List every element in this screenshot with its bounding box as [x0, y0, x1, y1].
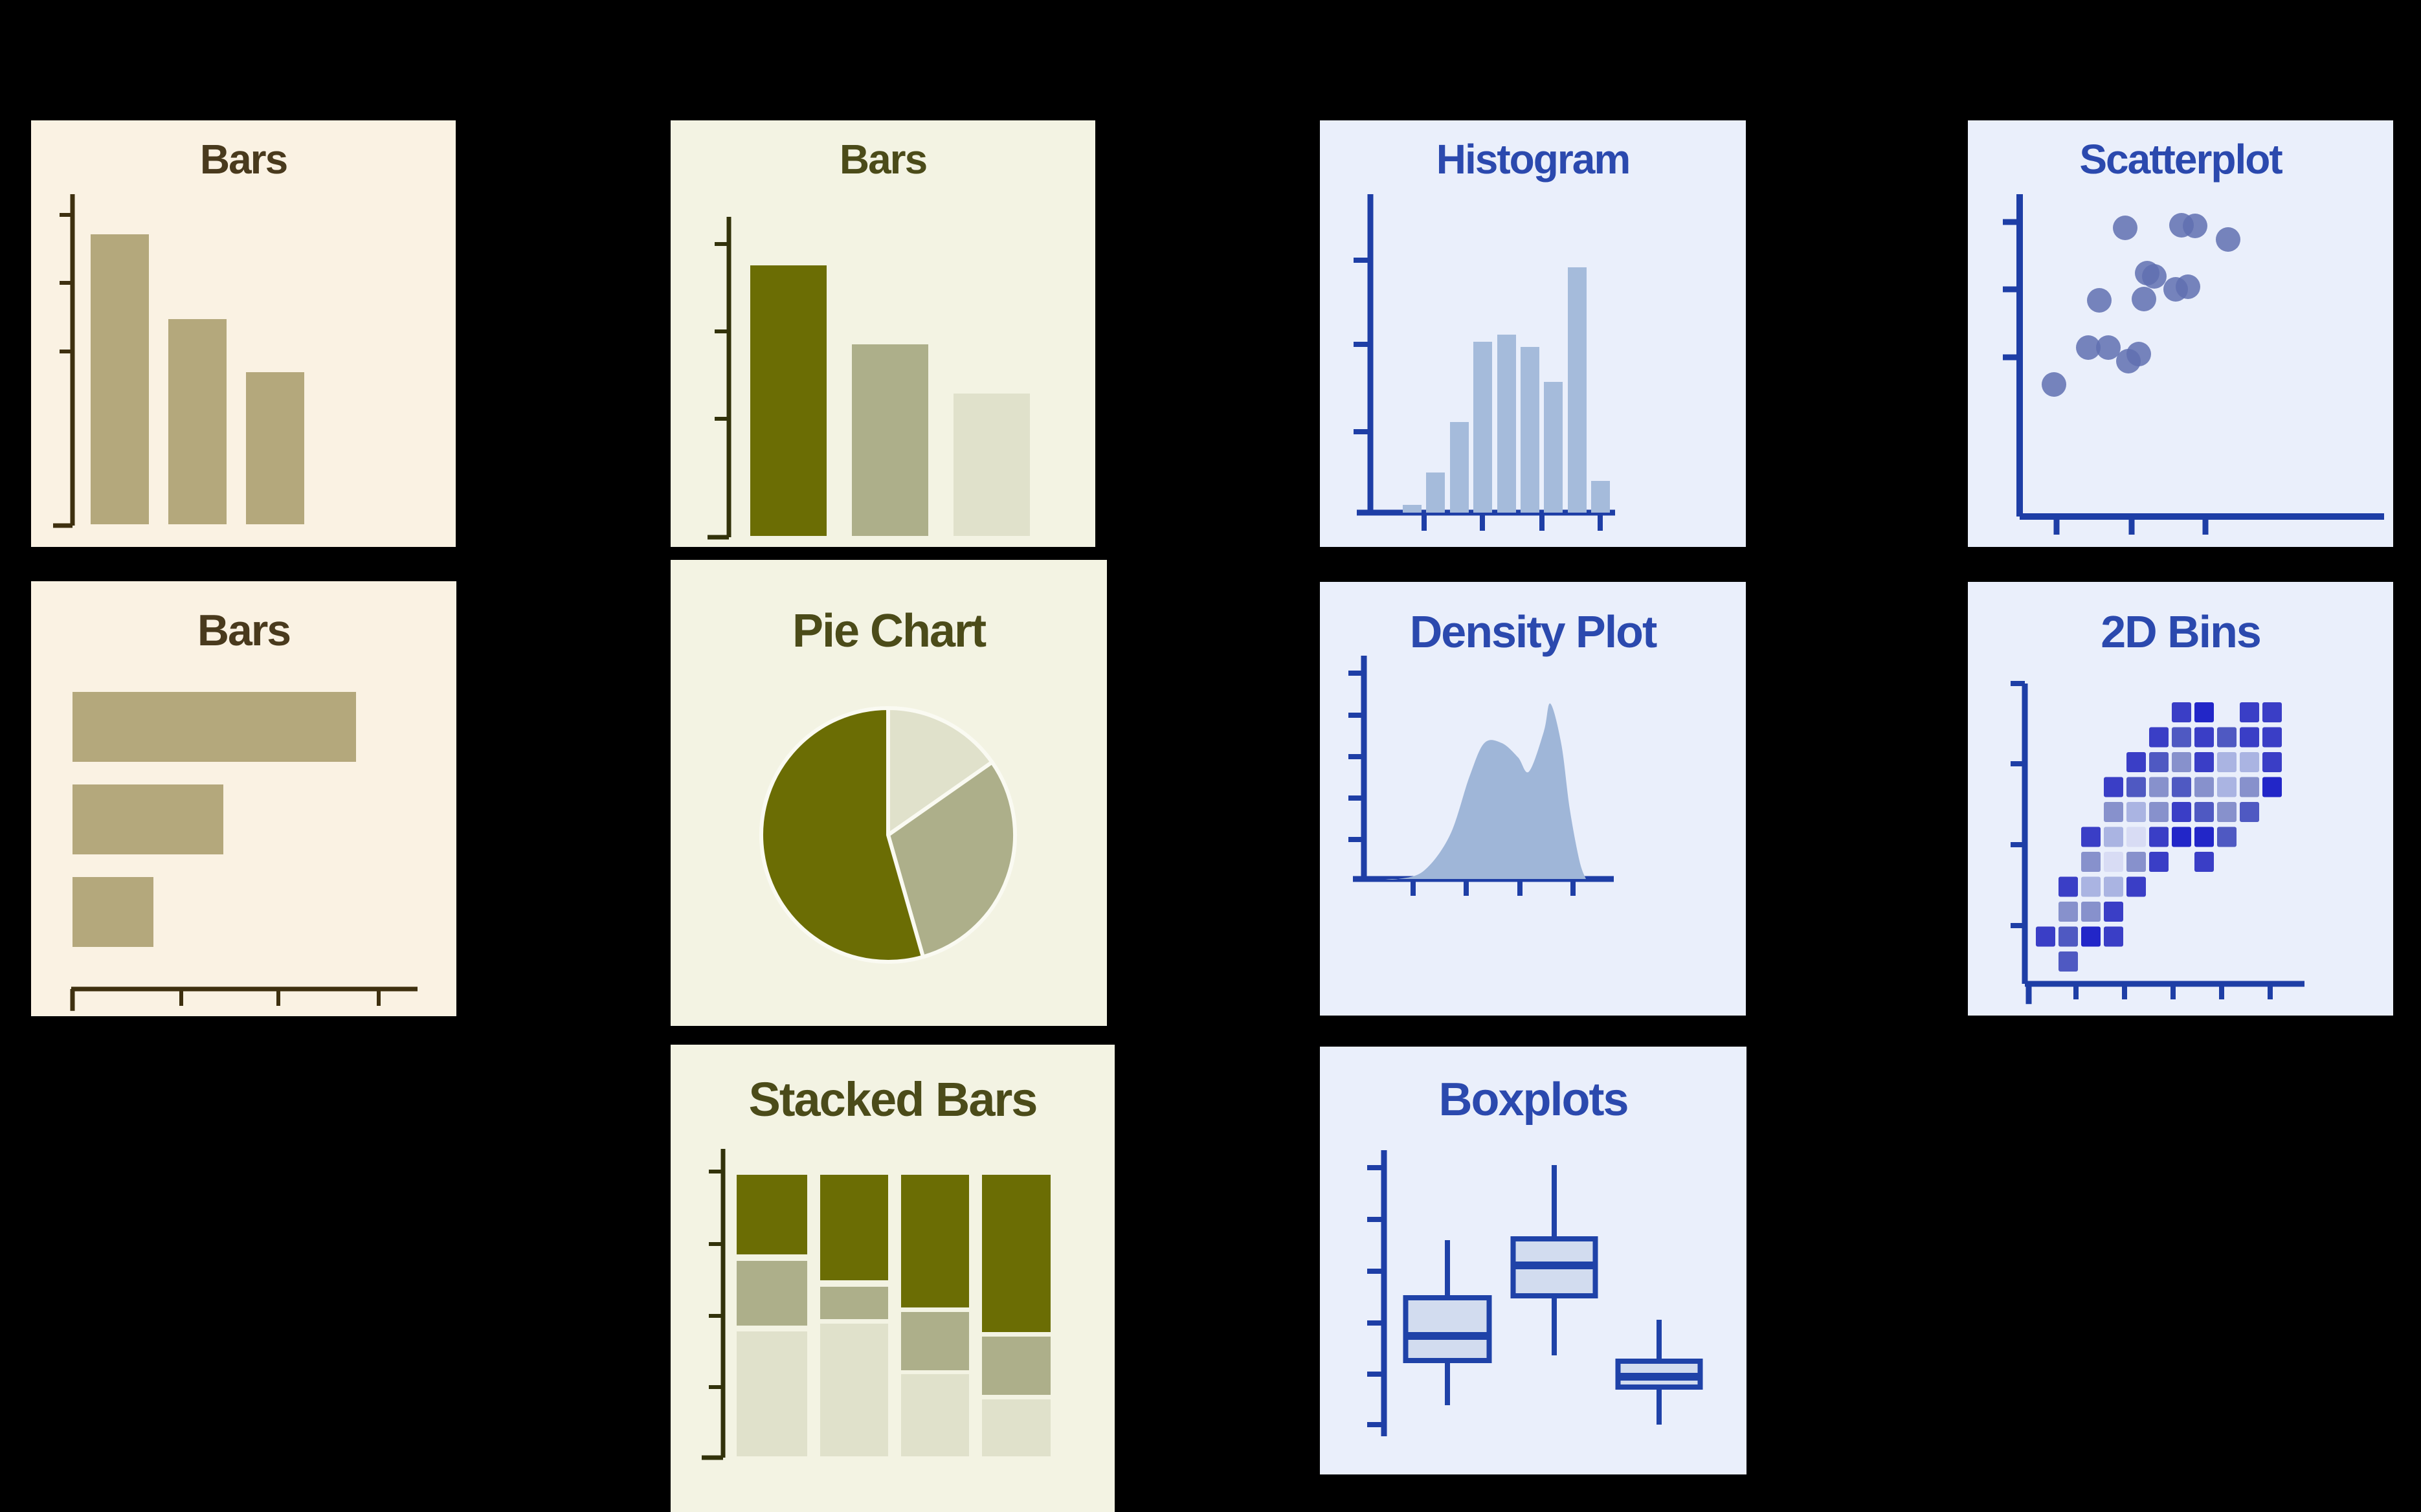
pie-chart: [759, 706, 1017, 964]
chart-title: Bars: [199, 136, 288, 183]
bars-vertical-olive-chart: [708, 217, 1030, 540]
chart-title: Bars: [839, 136, 928, 183]
panel-bars-vertical-tan: Bars: [31, 120, 456, 547]
chart-title: Pie Chart: [792, 605, 987, 657]
2d-bins-chart: [2011, 681, 2304, 1005]
panel-histogram: Histogram: [1320, 120, 1746, 547]
panel-2d-bins: 2D Bins: [1968, 582, 2393, 1016]
panel-bars-vertical-olive: Bars: [671, 120, 1095, 547]
scatterplot-chart: [2003, 194, 2384, 535]
stacked-bars-chart: [702, 1149, 1051, 1460]
panel-boxplots: Boxplots: [1320, 1047, 1746, 1474]
histogram-chart: [1354, 194, 1615, 531]
bars-vertical-tan-chart: [53, 194, 304, 528]
bars-horizontal-chart: [70, 692, 418, 1011]
chart-title: Bars: [197, 606, 291, 655]
chart-title: 2D Bins: [2101, 606, 2262, 657]
chart-title: Boxplots: [1438, 1074, 1629, 1126]
panel-stacked-bars: Stacked Bars: [671, 1045, 1115, 1512]
boxplots-chart: [1367, 1150, 1703, 1436]
panel-pie-chart: Pie Chart: [671, 560, 1107, 1026]
panel-density-plot: Density Plot: [1320, 582, 1746, 1016]
panel-scatterplot: Scatterplot: [1968, 120, 2393, 547]
chart-title: Scatterplot: [2079, 136, 2282, 183]
chart-title: Histogram: [1436, 136, 1631, 183]
density-plot-chart: [1348, 656, 1614, 896]
chart-title: Density Plot: [1409, 606, 1658, 657]
chart-title: Stacked Bars: [748, 1073, 1038, 1126]
panel-bars-horizontal: Bars: [31, 581, 456, 1016]
